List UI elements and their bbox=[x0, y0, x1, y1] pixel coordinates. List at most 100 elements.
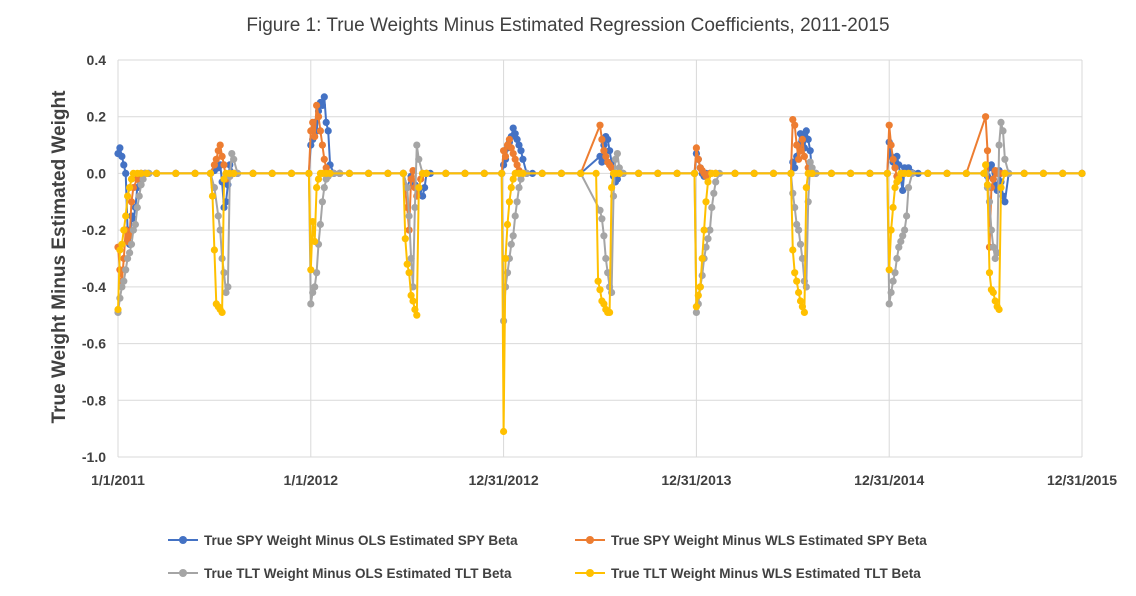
data-point bbox=[635, 169, 643, 177]
y-tick-label: 0.4 bbox=[87, 52, 107, 68]
data-point bbox=[596, 206, 604, 214]
data-point bbox=[384, 169, 392, 177]
data-point bbox=[791, 121, 799, 129]
data-point bbox=[118, 152, 126, 160]
data-point bbox=[943, 169, 951, 177]
data-point bbox=[218, 152, 226, 160]
data-point bbox=[403, 260, 411, 268]
data-point bbox=[806, 147, 814, 155]
data-point bbox=[480, 169, 488, 177]
data-point bbox=[594, 277, 602, 285]
data-point bbox=[887, 226, 895, 234]
data-point bbox=[507, 144, 515, 152]
data-point bbox=[577, 169, 585, 177]
data-point bbox=[415, 184, 423, 192]
data-point bbox=[318, 198, 326, 206]
data-point bbox=[983, 181, 992, 189]
data-point bbox=[365, 169, 373, 177]
data-point bbox=[116, 246, 124, 254]
series-line bbox=[117, 95, 1082, 246]
data-point bbox=[606, 147, 614, 155]
data-point bbox=[519, 155, 527, 163]
series-2 bbox=[114, 101, 1086, 285]
data-point bbox=[133, 203, 141, 212]
data-point bbox=[122, 212, 130, 220]
data-point bbox=[615, 169, 623, 177]
data-point bbox=[517, 175, 525, 183]
data-point bbox=[411, 203, 419, 212]
data-point bbox=[407, 175, 415, 183]
legend-label: True TLT Weight Minus WLS Estimated TLT … bbox=[611, 566, 921, 581]
data-point bbox=[407, 254, 415, 263]
data-point bbox=[220, 175, 228, 183]
data-point bbox=[505, 135, 513, 143]
data-point bbox=[702, 243, 710, 251]
data-point bbox=[137, 181, 145, 189]
data-point bbox=[704, 235, 712, 243]
data-point bbox=[700, 226, 708, 234]
data-point bbox=[309, 218, 317, 226]
data-point bbox=[793, 141, 801, 149]
data-point bbox=[122, 169, 130, 177]
data-point bbox=[1020, 169, 1028, 177]
data-point bbox=[191, 169, 199, 177]
data-point bbox=[326, 169, 334, 177]
data-point bbox=[511, 212, 519, 220]
data-point bbox=[212, 155, 220, 163]
data-point bbox=[592, 169, 600, 177]
data-point bbox=[989, 243, 997, 251]
data-point bbox=[515, 184, 523, 192]
data-point bbox=[419, 192, 427, 200]
legend-label: True SPY Weight Minus OLS Estimated SPY … bbox=[204, 533, 518, 548]
data-point bbox=[791, 203, 799, 212]
data-point bbox=[422, 169, 431, 177]
data-point bbox=[307, 300, 315, 308]
data-point bbox=[415, 155, 423, 163]
data-point bbox=[122, 266, 130, 274]
data-point bbox=[1001, 155, 1009, 163]
data-point bbox=[885, 300, 893, 308]
data-point bbox=[216, 141, 224, 149]
data-point bbox=[311, 133, 319, 141]
data-point bbox=[904, 184, 913, 192]
data-point bbox=[987, 226, 996, 234]
data-point bbox=[827, 169, 836, 177]
data-point bbox=[307, 266, 315, 274]
data-point bbox=[731, 169, 739, 177]
data-point bbox=[307, 127, 315, 135]
data-point bbox=[509, 175, 517, 183]
data-point bbox=[311, 237, 319, 246]
data-point bbox=[214, 212, 222, 220]
data-point bbox=[613, 175, 622, 183]
data-point bbox=[517, 147, 525, 155]
data-point bbox=[692, 303, 701, 311]
data-point bbox=[309, 288, 317, 297]
data-point bbox=[210, 161, 218, 169]
data-point bbox=[995, 305, 1003, 314]
data-point bbox=[608, 184, 616, 192]
data-point bbox=[137, 169, 145, 177]
data-point bbox=[513, 161, 521, 169]
data-point bbox=[208, 192, 217, 200]
data-point bbox=[598, 158, 606, 166]
data-point bbox=[796, 297, 805, 305]
data-point bbox=[654, 169, 662, 177]
data-point bbox=[503, 220, 512, 229]
data-point bbox=[710, 189, 718, 197]
data-point bbox=[615, 164, 623, 172]
data-point bbox=[704, 178, 712, 186]
y-tick-label: -1.0 bbox=[82, 449, 106, 465]
data-point bbox=[220, 269, 228, 277]
data-point bbox=[600, 232, 608, 240]
legend-item: True SPY Weight Minus OLS Estimated SPY … bbox=[168, 533, 518, 548]
data-point bbox=[985, 269, 994, 277]
data-point bbox=[795, 288, 803, 297]
data-point bbox=[694, 155, 702, 163]
data-point bbox=[696, 283, 704, 291]
data-point bbox=[131, 220, 139, 229]
data-point bbox=[596, 121, 604, 129]
data-point bbox=[538, 169, 546, 177]
data-point bbox=[314, 175, 323, 183]
data-point bbox=[795, 226, 803, 234]
